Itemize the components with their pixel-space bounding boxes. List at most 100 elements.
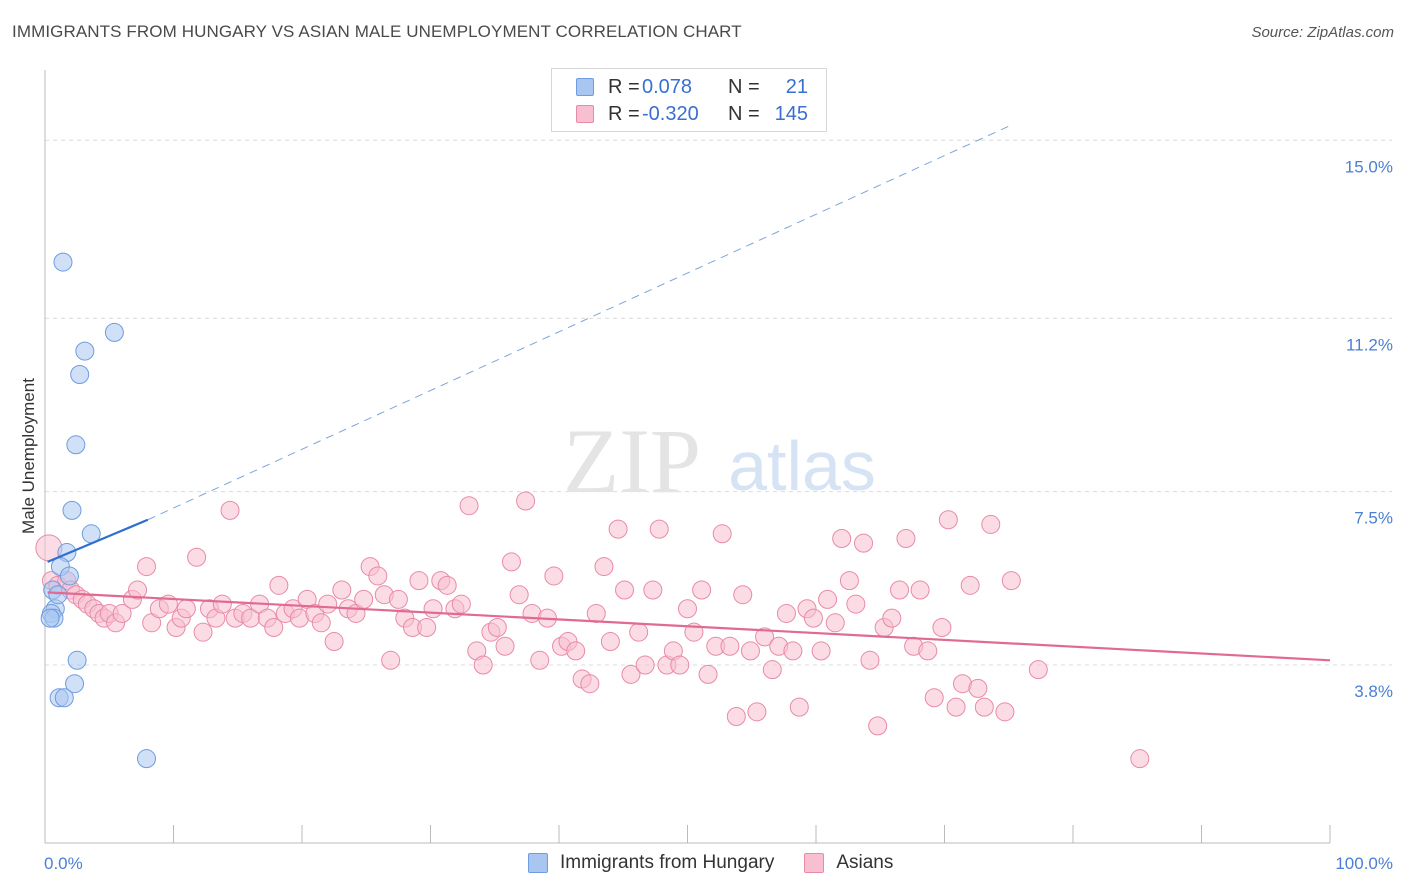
series-swatch-asians: [804, 853, 825, 873]
legend-n-value: 21: [785, 75, 808, 98]
legend-n-value: 145: [774, 102, 808, 125]
asian-point: [946, 697, 966, 717]
asian-point: [212, 594, 232, 614]
asian-point: [580, 674, 600, 694]
asian-point: [740, 641, 760, 661]
asian-point: [882, 608, 902, 628]
asian-point: [811, 641, 831, 661]
hungary-point: [53, 252, 73, 272]
asian-point: [832, 528, 852, 548]
asian-point: [417, 617, 437, 637]
asian-points: [35, 491, 1150, 769]
asian-point: [747, 702, 767, 722]
asian-point: [643, 580, 663, 600]
asian-point: [354, 589, 374, 609]
legend-swatch-hungary: [576, 78, 594, 96]
asian-point: [846, 594, 866, 614]
series-legend: Immigrants from Hungary Asians: [528, 852, 923, 874]
asian-point: [332, 580, 352, 600]
asian-point: [789, 697, 809, 717]
asian-point: [128, 580, 148, 600]
asian-point: [176, 599, 196, 619]
asian-point: [1001, 571, 1021, 591]
legend-n-label: N =: [728, 102, 760, 125]
asian-point: [509, 585, 529, 605]
asian-point: [137, 557, 157, 577]
hungary-point: [62, 500, 82, 520]
asian-point: [868, 716, 888, 736]
watermark-zip: ZIP: [563, 410, 701, 512]
x-tick-label: 0.0%: [44, 854, 83, 873]
asian-point: [487, 617, 507, 637]
asian-point: [890, 580, 910, 600]
hungary-point: [75, 341, 95, 361]
y-axis-label: Male Unemployment: [19, 378, 38, 534]
asian-point: [1028, 660, 1048, 680]
asian-point: [615, 580, 635, 600]
asian-point: [698, 664, 718, 684]
hungary-point: [70, 365, 90, 385]
asian-point: [974, 697, 994, 717]
hungary-point: [65, 674, 85, 694]
asian-point: [839, 571, 859, 591]
hungary-point: [66, 435, 86, 455]
asian-point: [318, 594, 338, 614]
asian-point: [495, 636, 515, 656]
asian-point: [324, 632, 344, 652]
hungary-point: [54, 688, 74, 708]
legend-r-value: -0.320: [642, 102, 699, 125]
asian-point: [712, 524, 732, 544]
asian-point: [733, 585, 753, 605]
asian-point: [586, 603, 606, 623]
series-label-hungary: Immigrants from Hungary: [560, 852, 775, 873]
legend-r-label: R =: [608, 102, 640, 125]
series-legend-asians: Asians: [804, 852, 893, 874]
asian-point: [825, 613, 845, 633]
axes: [44, 70, 1331, 844]
asian-point: [932, 617, 952, 637]
asian-point: [459, 496, 479, 516]
asian-point: [437, 575, 457, 595]
legend-n-label: N =: [728, 75, 760, 98]
asian-point: [918, 641, 938, 661]
hungary-points: [40, 252, 157, 769]
asian-point: [783, 641, 803, 661]
asian-point: [1130, 749, 1150, 769]
asian-point: [960, 575, 980, 595]
asian-point: [608, 519, 628, 539]
hungary-trend-extension: [147, 125, 1009, 521]
y-tick-label: 15.0%: [1345, 157, 1393, 176]
asian-point: [968, 678, 988, 698]
hungary-point: [137, 749, 157, 769]
asian-point: [776, 603, 796, 623]
asian-point: [193, 622, 213, 642]
y-tick-label: 11.2%: [1346, 335, 1393, 354]
legend-r-value: 0.078: [642, 75, 693, 98]
hungary-point: [40, 608, 60, 628]
correlation-legend: R = 0.078 N = 21 R = -0.320 N = 145: [551, 68, 827, 132]
legend-swatch-asians: [576, 105, 594, 123]
asian-point: [451, 594, 471, 614]
legend-r-label: R =: [608, 75, 640, 98]
asian-point: [726, 707, 746, 727]
asian-point: [818, 589, 838, 609]
legend-row-hungary: R = 0.078 N = 21: [576, 75, 808, 99]
asian-point: [600, 632, 620, 652]
asian-point: [649, 519, 669, 539]
series-swatch-hungary: [528, 853, 548, 873]
asian-point: [187, 547, 207, 567]
grid-lines: [45, 139, 1392, 666]
asian-point: [544, 566, 564, 586]
asian-point: [516, 491, 536, 511]
series-legend-hungary: Immigrants from Hungary: [528, 852, 774, 874]
asian-point: [803, 608, 823, 628]
asian-point: [566, 641, 586, 661]
asian-point: [269, 575, 289, 595]
asian-point: [720, 636, 740, 656]
x-tick-labels: 0.0% 100.0%: [44, 854, 1393, 873]
asian-point: [755, 627, 775, 647]
asian-trend-line: [47, 591, 1331, 662]
asian-point: [388, 589, 408, 609]
watermark: ZIP atlas: [563, 410, 876, 512]
